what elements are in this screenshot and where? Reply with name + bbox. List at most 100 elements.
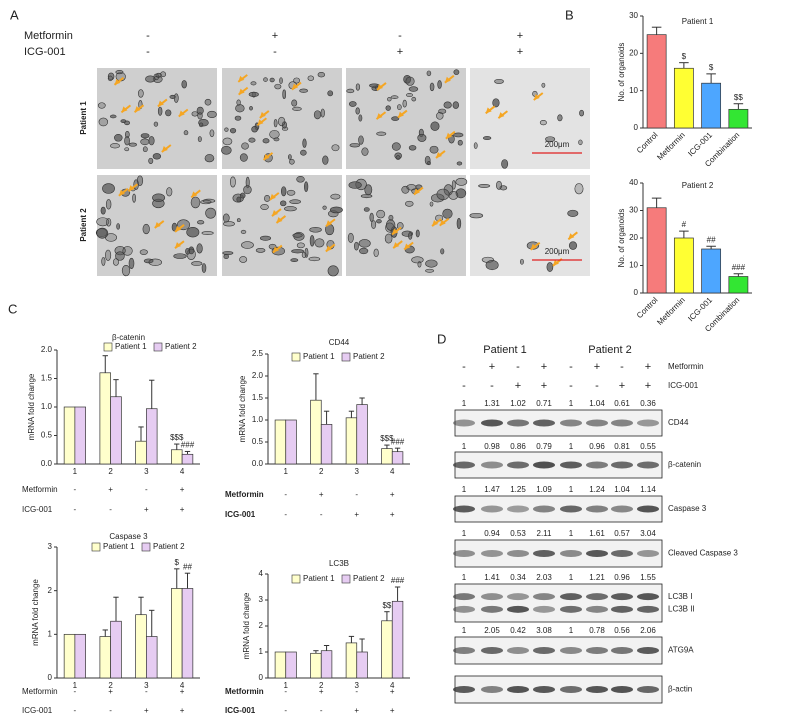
chart-title: Patient 2 xyxy=(682,181,714,190)
arrow-head xyxy=(238,75,245,82)
bar xyxy=(285,651,297,679)
organoid xyxy=(494,78,504,84)
quantification: 0.56 xyxy=(614,626,630,635)
quantification: 1.61 xyxy=(589,529,605,538)
chart-title: Patient 1 xyxy=(682,17,714,26)
organoid xyxy=(196,106,204,115)
band xyxy=(611,461,633,469)
organoid xyxy=(495,180,503,190)
organoid xyxy=(411,256,424,264)
organoid xyxy=(579,109,585,117)
quantification: 0.86 xyxy=(510,442,526,451)
band xyxy=(533,647,555,654)
bar xyxy=(110,396,122,465)
bar xyxy=(673,67,694,129)
treatment-label: Metformin xyxy=(225,490,264,499)
quantification: 1 xyxy=(569,573,574,582)
organoid xyxy=(387,97,392,102)
arrow-head xyxy=(397,111,404,118)
x-tick-label: 2 xyxy=(319,681,324,690)
organoid xyxy=(436,188,450,201)
organoid xyxy=(363,207,370,212)
quantification: 0.53 xyxy=(510,529,526,538)
organoid xyxy=(408,232,413,240)
arrow-head xyxy=(325,245,332,252)
organoid xyxy=(222,251,234,255)
organoid xyxy=(314,238,325,248)
organoid xyxy=(181,80,187,89)
organoid xyxy=(116,223,120,230)
quantification: 0.94 xyxy=(484,529,500,538)
band xyxy=(611,550,633,557)
bar xyxy=(728,108,749,129)
band xyxy=(507,419,529,427)
micrograph xyxy=(346,68,466,169)
quantification: 0.61 xyxy=(614,399,630,408)
arrow-head xyxy=(276,216,283,223)
organoid xyxy=(415,229,420,238)
micrograph xyxy=(346,175,468,276)
organoid xyxy=(197,220,205,225)
organoid xyxy=(429,82,435,92)
micrograph xyxy=(222,175,343,277)
organoid xyxy=(322,155,329,165)
legend-label: Patient 1 xyxy=(103,542,135,551)
bar xyxy=(171,449,183,465)
organoid xyxy=(273,118,278,128)
band xyxy=(560,550,582,557)
organoid xyxy=(105,199,112,210)
patient-label: Patient 2 xyxy=(588,344,631,356)
arrow-head xyxy=(552,259,559,266)
arrow-head xyxy=(157,100,164,107)
organoid xyxy=(309,226,322,233)
quantification: 1.41 xyxy=(484,573,500,582)
band xyxy=(611,647,633,654)
significance-label: $ xyxy=(709,63,714,72)
arrow-head xyxy=(376,113,383,120)
organoid xyxy=(274,83,282,90)
organoid xyxy=(541,82,546,88)
quantification: 1 xyxy=(462,573,467,582)
panel-label: B xyxy=(565,7,574,22)
quantification: 1.21 xyxy=(589,573,605,582)
treatment-sign: - xyxy=(284,687,287,696)
organoid xyxy=(385,105,391,111)
organoid xyxy=(201,231,214,236)
quantification: 1 xyxy=(569,485,574,494)
organoid xyxy=(249,106,253,111)
organoid xyxy=(501,159,509,169)
y-tick-label: 2 xyxy=(48,586,53,595)
arrow-head xyxy=(272,246,279,253)
quantification: 1.25 xyxy=(510,485,526,494)
band xyxy=(586,647,608,654)
treatment-sign: - xyxy=(462,361,466,373)
band xyxy=(533,593,555,601)
organoid xyxy=(139,249,148,255)
arrow-head xyxy=(404,243,411,250)
organoid xyxy=(153,121,159,127)
organoid xyxy=(429,201,434,207)
patient-label: Patient 2 xyxy=(79,208,88,242)
organoid xyxy=(268,243,277,250)
organoid xyxy=(262,138,270,144)
blot-label: LC3B I xyxy=(668,592,692,601)
quantification: 0.34 xyxy=(510,573,526,582)
organoid xyxy=(148,258,162,266)
legend-swatch xyxy=(341,574,351,584)
micrograph: 200μm xyxy=(469,175,590,276)
organoid xyxy=(355,83,361,91)
organoid xyxy=(291,99,298,107)
organoid xyxy=(292,106,302,111)
organoid xyxy=(209,129,215,138)
bar xyxy=(171,588,183,679)
organoid xyxy=(348,181,362,189)
y-axis-label: mRNA fold change xyxy=(238,375,247,442)
band xyxy=(507,461,529,469)
band xyxy=(611,419,633,427)
treatment-sign: + xyxy=(645,380,651,392)
treatment-sign: - xyxy=(145,687,148,696)
organoid xyxy=(430,121,440,131)
treatment-sign: + xyxy=(517,30,523,42)
quantification: 1 xyxy=(569,529,574,538)
y-tick-label: 1 xyxy=(48,629,53,638)
